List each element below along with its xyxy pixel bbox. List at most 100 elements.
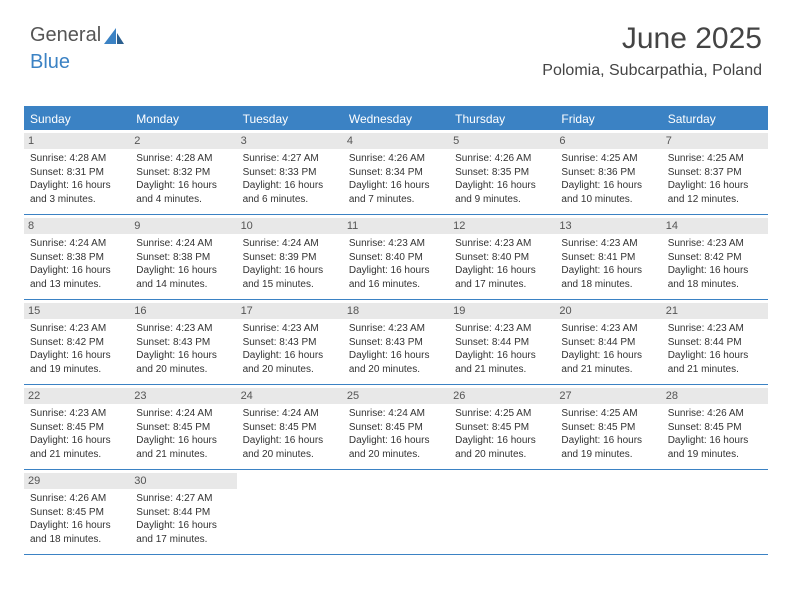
- calendar-cell: 12Sunrise: 4:23 AMSunset: 8:40 PMDayligh…: [449, 215, 555, 299]
- sunset-line: Sunset: 8:36 PM: [561, 166, 655, 180]
- day-header-wednesday: Wednesday: [343, 108, 449, 130]
- day-number: 2: [130, 133, 236, 149]
- sunset-line: Sunset: 8:34 PM: [349, 166, 443, 180]
- calendar-cell: 23Sunrise: 4:24 AMSunset: 8:45 PMDayligh…: [130, 385, 236, 469]
- calendar-cell: 14Sunrise: 4:23 AMSunset: 8:42 PMDayligh…: [662, 215, 768, 299]
- daylight-line2: and 21 minutes.: [561, 363, 655, 377]
- day-number: 6: [555, 133, 661, 149]
- weeks-container: 1Sunrise: 4:28 AMSunset: 8:31 PMDaylight…: [24, 130, 768, 555]
- calendar-cell: 2 Sunrise: 4:28 AMSunset: 8:32 PMDaylight…: [130, 130, 236, 214]
- calendar-cell: 24Sunrise: 4:24 AMSunset: 8:45 PMDayligh…: [237, 385, 343, 469]
- calendar-cell: 28Sunrise: 4:26 AMSunset: 8:45 PMDayligh…: [662, 385, 768, 469]
- sunrise-line: Sunrise: 4:23 AM: [668, 322, 762, 336]
- sunrise-line: Sunrise: 4:24 AM: [136, 407, 230, 421]
- sunrise-line: Sunrise: 4:23 AM: [349, 237, 443, 251]
- calendar-week: 1Sunrise: 4:28 AMSunset: 8:31 PMDaylight…: [24, 130, 768, 215]
- daylight-line2: and 18 minutes.: [30, 533, 124, 547]
- sunrise-line: Sunrise: 4:25 AM: [455, 407, 549, 421]
- daylight-line2: and 15 minutes.: [243, 278, 337, 292]
- daylight-line1: Daylight: 16 hours: [136, 434, 230, 448]
- daylight-line1: Daylight: 16 hours: [455, 264, 549, 278]
- calendar-cell: 21Sunrise: 4:23 AMSunset: 8:44 PMDayligh…: [662, 300, 768, 384]
- daylight-line1: Daylight: 16 hours: [455, 349, 549, 363]
- calendar-cell: 29Sunrise: 4:26 AMSunset: 8:45 PMDayligh…: [24, 470, 130, 554]
- daylight-line2: and 20 minutes.: [243, 448, 337, 462]
- sunrise-line: Sunrise: 4:23 AM: [561, 322, 655, 336]
- daylight-line1: Daylight: 16 hours: [243, 434, 337, 448]
- calendar-week: 8Sunrise: 4:24 AMSunset: 8:38 PMDaylight…: [24, 215, 768, 300]
- sunrise-line: Sunrise: 4:26 AM: [455, 152, 549, 166]
- sunrise-line: Sunrise: 4:28 AM: [136, 152, 230, 166]
- day-header-row: Sunday Monday Tuesday Wednesday Thursday…: [24, 108, 768, 130]
- sunset-line: Sunset: 8:44 PM: [455, 336, 549, 350]
- day-number: 23: [130, 388, 236, 404]
- sunset-line: Sunset: 8:44 PM: [561, 336, 655, 350]
- sunrise-line: Sunrise: 4:26 AM: [668, 407, 762, 421]
- day-number: 21: [662, 303, 768, 319]
- daylight-line2: and 18 minutes.: [561, 278, 655, 292]
- sunset-line: Sunset: 8:42 PM: [668, 251, 762, 265]
- daylight-line1: Daylight: 16 hours: [349, 179, 443, 193]
- calendar-cell: 27Sunrise: 4:25 AMSunset: 8:45 PMDayligh…: [555, 385, 661, 469]
- sunset-line: Sunset: 8:45 PM: [30, 506, 124, 520]
- daylight-line1: Daylight: 16 hours: [561, 264, 655, 278]
- logo-sail-icon: [103, 27, 125, 51]
- sunset-line: Sunset: 8:45 PM: [349, 421, 443, 435]
- calendar-cell: 20Sunrise: 4:23 AMSunset: 8:44 PMDayligh…: [555, 300, 661, 384]
- calendar-cell: 3Sunrise: 4:27 AMSunset: 8:33 PMDaylight…: [237, 130, 343, 214]
- day-number: 29: [24, 473, 130, 489]
- daylight-line2: and 16 minutes.: [349, 278, 443, 292]
- location-subtitle: Polomia, Subcarpathia, Poland: [542, 62, 762, 80]
- daylight-line1: Daylight: 16 hours: [30, 264, 124, 278]
- daylight-line1: Daylight: 16 hours: [136, 349, 230, 363]
- sunrise-line: Sunrise: 4:23 AM: [561, 237, 655, 251]
- daylight-line1: Daylight: 16 hours: [243, 264, 337, 278]
- daylight-line1: Daylight: 16 hours: [668, 434, 762, 448]
- sunrise-line: Sunrise: 4:25 AM: [668, 152, 762, 166]
- logo: General Blue: [30, 24, 125, 74]
- sunrise-line: Sunrise: 4:25 AM: [561, 407, 655, 421]
- day-header-tuesday: Tuesday: [237, 108, 343, 130]
- sunset-line: Sunset: 8:32 PM: [136, 166, 230, 180]
- day-number: 25: [343, 388, 449, 404]
- calendar-cell: 6 Sunrise: 4:25 AMSunset: 8:36 PMDaylight…: [555, 130, 661, 214]
- day-number: 15: [24, 303, 130, 319]
- calendar-week: 22Sunrise: 4:23 AMSunset: 8:45 PMDayligh…: [24, 385, 768, 470]
- calendar-cell: 13Sunrise: 4:23 AMSunset: 8:41 PMDayligh…: [555, 215, 661, 299]
- sunrise-line: Sunrise: 4:23 AM: [455, 322, 549, 336]
- daylight-line2: and 21 minutes.: [136, 448, 230, 462]
- sunset-line: Sunset: 8:45 PM: [561, 421, 655, 435]
- calendar-cell: 8Sunrise: 4:24 AMSunset: 8:38 PMDaylight…: [24, 215, 130, 299]
- daylight-line1: Daylight: 16 hours: [136, 519, 230, 533]
- day-number: 4: [343, 133, 449, 149]
- sunrise-line: Sunrise: 4:25 AM: [561, 152, 655, 166]
- daylight-line1: Daylight: 16 hours: [243, 349, 337, 363]
- sunrise-line: Sunrise: 4:27 AM: [136, 492, 230, 506]
- daylight-line2: and 19 minutes.: [561, 448, 655, 462]
- calendar-cell: 5Sunrise: 4:26 AMSunset: 8:35 PMDaylight…: [449, 130, 555, 214]
- daylight-line1: Daylight: 16 hours: [561, 179, 655, 193]
- logo-text: General Blue: [30, 24, 125, 73]
- daylight-line2: and 20 minutes.: [136, 363, 230, 377]
- calendar-cell: 7Sunrise: 4:25 AMSunset: 8:37 PMDaylight…: [662, 130, 768, 214]
- daylight-line2: and 19 minutes.: [668, 448, 762, 462]
- daylight-line1: Daylight: 16 hours: [136, 264, 230, 278]
- day-number: 9: [130, 218, 236, 234]
- sunset-line: Sunset: 8:45 PM: [30, 421, 124, 435]
- calendar-cell-empty: [555, 470, 661, 554]
- day-number: 28: [662, 388, 768, 404]
- daylight-line2: and 13 minutes.: [30, 278, 124, 292]
- daylight-line1: Daylight: 16 hours: [349, 264, 443, 278]
- daylight-line2: and 17 minutes.: [455, 278, 549, 292]
- daylight-line2: and 21 minutes.: [668, 363, 762, 377]
- daylight-line1: Daylight: 16 hours: [136, 179, 230, 193]
- sunrise-line: Sunrise: 4:23 AM: [30, 407, 124, 421]
- calendar-cell: 30Sunrise: 4:27 AMSunset: 8:44 PMDayligh…: [130, 470, 236, 554]
- daylight-line1: Daylight: 16 hours: [243, 179, 337, 193]
- daylight-line2: and 21 minutes.: [30, 448, 124, 462]
- sunset-line: Sunset: 8:43 PM: [136, 336, 230, 350]
- sunset-line: Sunset: 8:33 PM: [243, 166, 337, 180]
- day-number: 22: [24, 388, 130, 404]
- day-number: 18: [343, 303, 449, 319]
- day-header-thursday: Thursday: [449, 108, 555, 130]
